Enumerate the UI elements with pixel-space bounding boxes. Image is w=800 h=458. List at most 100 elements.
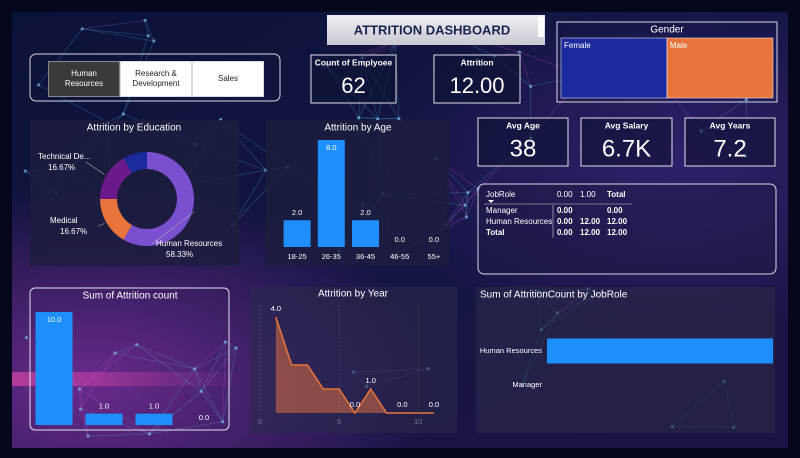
kpi-label: Avg Salary: [605, 120, 649, 130]
slicer-button[interactable]: Research & Development: [120, 61, 192, 97]
matrix-header: 0.00: [557, 190, 573, 199]
network-line: [201, 391, 223, 422]
kpi-label: Attrition: [460, 57, 493, 67]
network-node: [135, 342, 139, 347]
kpi-card: [580, 117, 673, 167]
network-node: [78, 407, 83, 411]
slice-value: 16.67%: [60, 227, 87, 236]
matrix-cell: Human Resources: [486, 217, 552, 226]
bar: [317, 140, 345, 247]
y-tick-label: Human Resources: [480, 346, 542, 355]
network-line: [201, 341, 226, 392]
data-label: 0.0: [429, 400, 439, 409]
matrix-cell: Manager: [486, 206, 518, 215]
network-line: [79, 389, 81, 410]
network-line: [467, 188, 479, 193]
network-node: [86, 434, 90, 438]
matrix-cell: 0.00: [557, 217, 573, 226]
bar: [135, 413, 173, 425]
data-label: 0.0: [397, 400, 407, 409]
data-label: 4.0: [271, 304, 281, 313]
network-node: [376, 117, 380, 121]
kpi-label: Avg Age: [506, 120, 540, 130]
network-node: [529, 84, 533, 88]
network-line: [80, 352, 116, 410]
panel: [29, 287, 230, 431]
x-tick-label: 46-55: [390, 252, 409, 261]
network-line: [194, 341, 226, 370]
slice-value: 58.33%: [166, 250, 193, 259]
kpi-card: [684, 117, 776, 167]
data-label: 10.0: [47, 315, 62, 324]
treemap-label: Male: [670, 41, 688, 50]
network-node: [113, 351, 117, 355]
network-line: [201, 347, 237, 392]
network-node: [464, 215, 469, 219]
network-line: [466, 192, 469, 218]
network-line: [445, 205, 466, 225]
data-label: 2.0: [292, 208, 302, 217]
network-line: [144, 20, 149, 36]
network-node: [518, 50, 522, 54]
x-tick-label: 0: [258, 417, 262, 426]
network-line: [79, 389, 89, 437]
bar: [85, 413, 123, 425]
kpi-card: [310, 54, 397, 104]
kpi-value: 62: [341, 73, 365, 98]
chart-title: Attrition by Education: [87, 123, 182, 134]
x-tick-label: 18-25: [288, 252, 307, 261]
data-label: 1.0: [149, 402, 159, 411]
chart-title: Attrition by Age: [324, 123, 392, 134]
network-line: [79, 344, 137, 390]
title-accent: [538, 17, 544, 37]
area: [275, 317, 434, 413]
matrix-cell: 12.00: [607, 228, 628, 237]
network-node: [80, 27, 84, 31]
network-node: [143, 18, 147, 22]
slice-value: 16.67%: [48, 163, 75, 172]
network-node: [121, 112, 125, 116]
treemap-label: Female: [564, 41, 591, 50]
matrix-header: 1.00: [580, 190, 596, 199]
x-tick-label: 26-35: [322, 252, 341, 261]
treemap-tile: [560, 37, 668, 99]
kpi-value: 6.7K: [602, 135, 651, 162]
network-line: [445, 192, 469, 225]
network-node: [221, 420, 225, 424]
leader-line: [85, 161, 105, 175]
network-line: [79, 388, 150, 435]
kpi-card: [433, 54, 521, 104]
network-node: [234, 346, 238, 350]
network-node: [466, 190, 470, 195]
matrix-cell: 12.00: [580, 228, 601, 237]
network-line: [358, 117, 378, 120]
title-box: [327, 15, 545, 45]
network-line: [466, 188, 479, 218]
slicer-button[interactable]: Sales: [192, 61, 264, 97]
chart-title: Sum of Attrition count: [82, 291, 177, 302]
sort-arrow: [488, 200, 494, 203]
matrix-cell: 0.00: [557, 206, 573, 215]
leader-line: [151, 211, 195, 245]
matrix-cell: 12.00: [580, 217, 601, 226]
slicer-button[interactable]: Human Resources: [48, 61, 120, 97]
network-node: [744, 97, 748, 102]
network-node: [357, 116, 361, 120]
network-node: [463, 203, 467, 207]
data-label: 0.0: [394, 235, 404, 244]
network-line: [82, 28, 149, 37]
data-label: 1.0: [366, 376, 376, 385]
network-line: [194, 368, 202, 392]
network-node: [147, 432, 152, 436]
chart-title: Attrition by Year: [318, 289, 389, 300]
kpi-value: 7.2: [713, 135, 746, 162]
data-label: 2.0: [360, 208, 370, 217]
donut-slice: [100, 158, 133, 199]
network-line: [464, 188, 479, 206]
network-node: [24, 336, 29, 340]
bar: [351, 220, 380, 247]
matrix-header: JobRole: [486, 190, 516, 199]
donut-slice: [123, 152, 147, 174]
network-line: [464, 192, 469, 206]
